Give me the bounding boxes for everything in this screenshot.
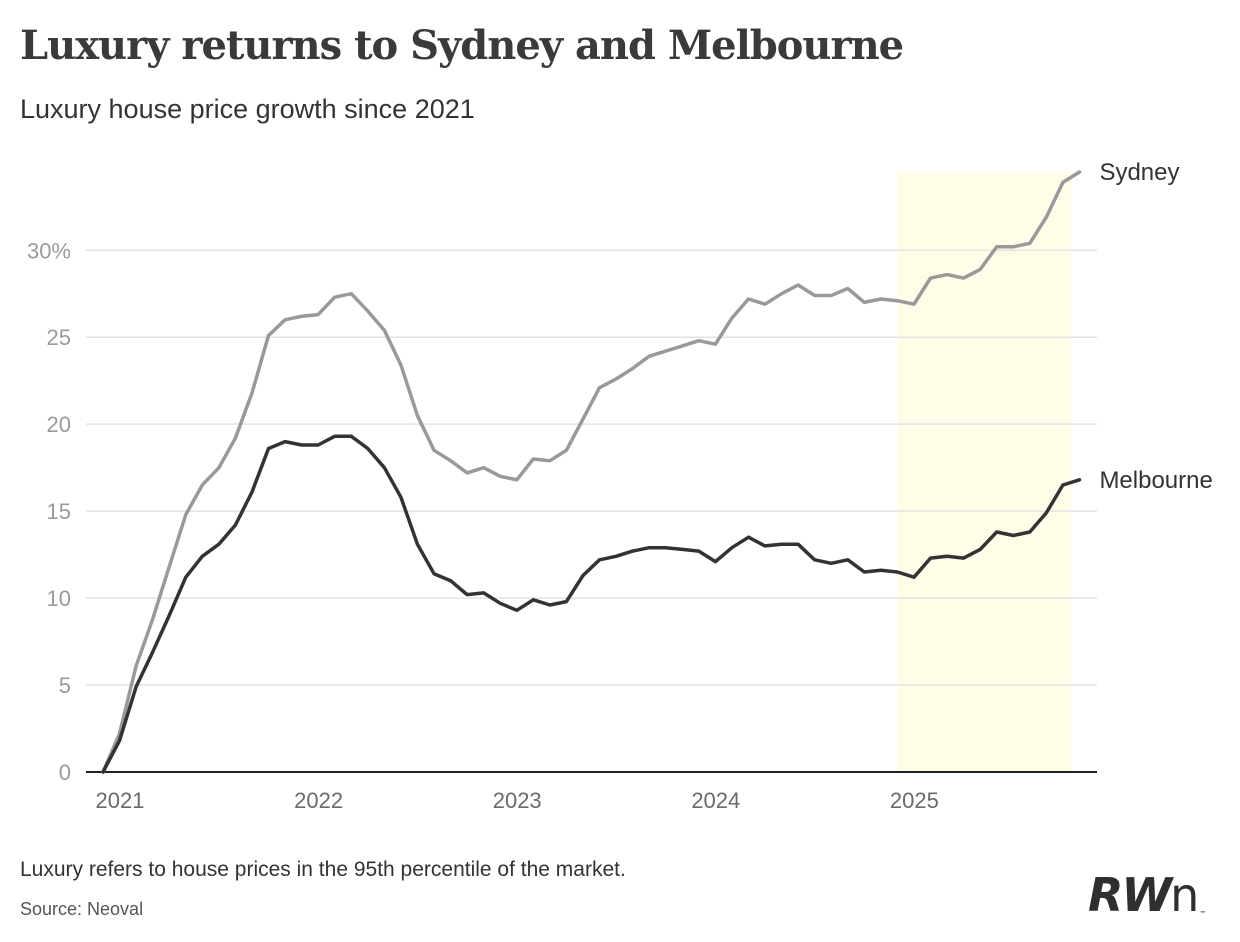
x-tick-label-2023: 2023 bbox=[493, 788, 542, 813]
y-tick-label-10: 10 bbox=[47, 586, 71, 611]
x-tick-label-2022: 2022 bbox=[294, 788, 343, 813]
x-tick-label-2021: 2021 bbox=[96, 788, 145, 813]
y-tick-label-25: 25 bbox=[47, 325, 71, 350]
series-line-sydney bbox=[101, 170, 1082, 774]
footnote: Luxury refers to house prices in the 95t… bbox=[20, 858, 626, 881]
logo-trademark: ™ bbox=[1199, 910, 1207, 918]
highlight-band-2025 bbox=[897, 172, 1072, 772]
y-tick-label-5: 5 bbox=[59, 673, 71, 698]
x-tick-label-2024: 2024 bbox=[691, 788, 740, 813]
x-tick-label-2025: 2025 bbox=[890, 788, 939, 813]
series-label-melbourne: Melbourne bbox=[1099, 467, 1212, 494]
series-line-melbourne bbox=[101, 434, 1082, 774]
series-label-sydney: Sydney bbox=[1099, 159, 1179, 186]
y-tick-label-15: 15 bbox=[47, 499, 71, 524]
y-tick-label-20: 20 bbox=[47, 412, 71, 437]
source-note: Source: Neoval bbox=[20, 899, 144, 919]
logo-n-text: n bbox=[1170, 868, 1200, 922]
y-tick-label-0: 0 bbox=[59, 760, 71, 785]
chart-subtitle: Luxury house price growth since 2021 bbox=[20, 94, 475, 124]
rwn-logo: RWn™ bbox=[1088, 872, 1206, 918]
logo-rw-text: RW bbox=[1088, 868, 1172, 922]
chart-title: Luxury returns to Sydney and Melbourne bbox=[20, 22, 904, 69]
y-tick-label-30: 30% bbox=[27, 238, 71, 263]
